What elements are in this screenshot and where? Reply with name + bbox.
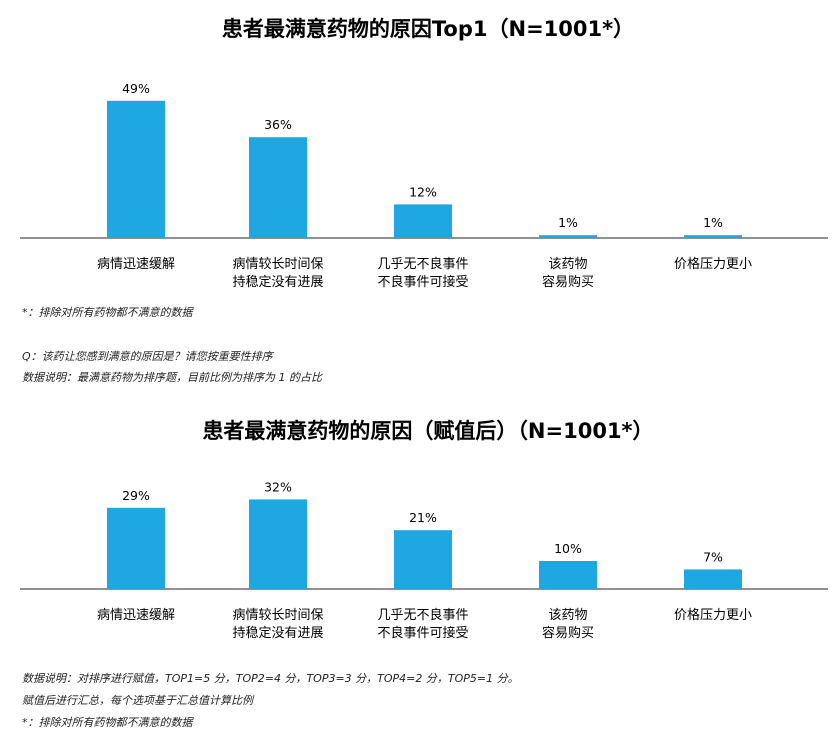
chart2-note-0: 数据说明：对排序进行赋值，TOP1=5 分，TOP2=4 分，TOP3=3 分，… <box>22 672 519 685</box>
category-label: 价格压力更小 <box>674 607 752 623</box>
data-label: 12% <box>409 184 437 199</box>
category-label: 病情迅速缓解 <box>97 608 175 623</box>
bar <box>394 530 452 589</box>
category-label: 该药物 <box>548 608 587 623</box>
bar <box>684 235 742 238</box>
bar <box>684 569 742 589</box>
category-label: 几乎无不良事件 <box>377 607 468 623</box>
data-label: 29% <box>122 488 150 503</box>
data-label: 32% <box>264 479 292 494</box>
category-label: 不良事件可接受 <box>377 625 468 641</box>
bar <box>539 235 597 238</box>
bar <box>394 204 452 238</box>
category-label: 持稳定没有进展 <box>232 625 323 641</box>
category-label: 持稳定没有进展 <box>232 274 323 290</box>
category-label: 容易购买 <box>542 625 594 641</box>
chart1-note-2: 数据说明：最满意药物为排序题，目前比例为排序为 1 的占比 <box>22 371 322 384</box>
category-label: 病情迅速缓解 <box>97 257 175 272</box>
bar <box>249 137 307 238</box>
bar <box>539 561 597 589</box>
category-label: 该药物 <box>548 257 587 272</box>
category-label: 病情较长时间保 <box>232 608 323 623</box>
chart1-note-1: Q：该药让您感到满意的原因是？请您按重要性排序 <box>22 350 273 363</box>
category-label: 不良事件可接受 <box>377 274 468 290</box>
data-label: 7% <box>703 549 723 564</box>
data-label: 36% <box>264 117 292 132</box>
data-label: 10% <box>554 541 582 556</box>
category-label: 容易购买 <box>542 274 594 290</box>
chart-title: 患者最满意药物的原因Top1（N=1001*） <box>222 17 634 41</box>
category-label: 价格压力更小 <box>674 256 752 272</box>
chart1-note-0: *：排除对所有药物都不满意的数据 <box>22 306 193 319</box>
bar <box>107 100 165 238</box>
data-label: 1% <box>558 215 578 230</box>
data-label: 1% <box>703 215 723 230</box>
category-label: 几乎无不良事件 <box>377 256 468 272</box>
chart2-note-1: 赋值后进行汇总，每个选项基于汇总值计算比例 <box>22 694 253 707</box>
chart-title: 患者最满意药物的原因（赋值后）（N=1001*） <box>202 419 653 443</box>
category-label: 病情较长时间保 <box>232 257 323 272</box>
bar <box>249 499 307 589</box>
data-label: 49% <box>122 81 150 96</box>
bar <box>107 507 165 589</box>
chart2-note-2: *：排除对所有药物都不满意的数据 <box>22 716 193 729</box>
data-label: 21% <box>409 510 437 525</box>
